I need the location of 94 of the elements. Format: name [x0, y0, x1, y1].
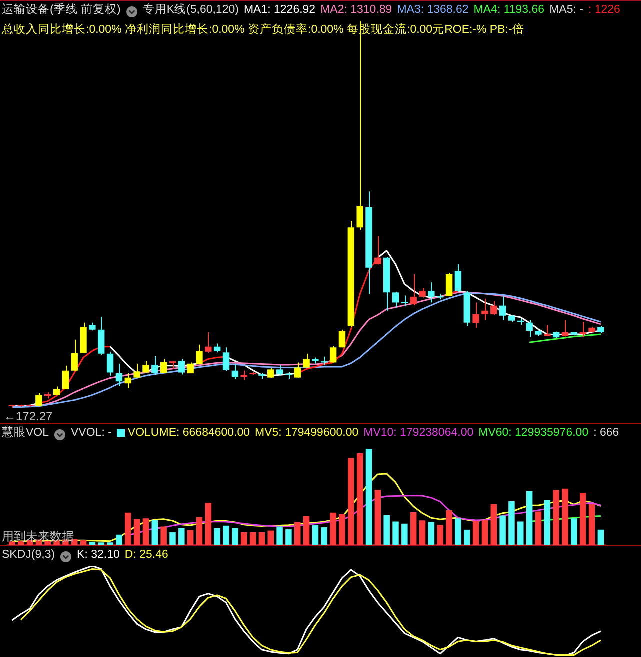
bar: [303, 516, 310, 545]
bar: [392, 522, 399, 545]
bar: [223, 526, 230, 545]
text: MV60: 129935976.00: [478, 426, 589, 441]
bar: [125, 512, 132, 545]
bar: [80, 540, 87, 545]
bar: [116, 534, 122, 545]
candlestick: [142, 361, 150, 374]
text: MV5: 179499600.00: [255, 426, 359, 441]
chart-title: 运输设备(季线 前复权): [2, 2, 121, 18]
bar: [294, 522, 301, 545]
chart-title: SKDJ(9,3): [2, 548, 56, 563]
text: MA3: 1368.62: [397, 3, 469, 18]
bar: [508, 502, 515, 545]
bar: [544, 500, 551, 545]
bar: [472, 521, 480, 545]
bar: [276, 526, 283, 545]
bar: [500, 516, 506, 545]
candlestick: [419, 288, 426, 298]
bar: [205, 503, 212, 545]
bar: [134, 519, 140, 545]
bar: [446, 510, 452, 545]
bar: [437, 525, 444, 545]
text: MV10: 179238064.00: [364, 426, 474, 441]
text: MA1: 1226.92: [244, 3, 316, 18]
bar: [384, 515, 390, 545]
chart-title: 慧眼VOL: [2, 426, 50, 441]
text: MA2: 1310.89: [320, 3, 392, 18]
series-label: D: 25.46: [124, 548, 168, 563]
bar: [321, 528, 328, 545]
candlestick: [598, 326, 604, 334]
bar: [89, 542, 96, 545]
chart-subtitle: VVOL: -: [71, 426, 112, 441]
candlestick: [196, 344, 203, 365]
bar: [330, 512, 336, 545]
bar: [598, 530, 604, 545]
candlestick: [303, 353, 310, 368]
bar: [187, 530, 194, 545]
bar: [339, 514, 346, 545]
candlestick: [544, 324, 551, 337]
bar: [366, 449, 372, 545]
bar: [571, 518, 578, 545]
bar: [402, 524, 408, 545]
text: : 1226: [588, 3, 620, 18]
candlestick: [535, 330, 542, 337]
bar: [526, 491, 533, 545]
bar: [562, 488, 568, 545]
series-label: K: 32.10: [77, 548, 120, 563]
bar: [258, 532, 266, 545]
bar: [170, 532, 176, 545]
bar: [232, 528, 238, 545]
bar: [374, 490, 382, 545]
candlestick: [134, 363, 140, 378]
bar: [356, 454, 364, 545]
annotation: ←172.27: [4, 409, 54, 424]
bar: [348, 458, 354, 545]
bar: [588, 504, 596, 545]
bar: [312, 526, 319, 545]
chart-subtitle: 专用K线(5,60,120): [142, 2, 239, 18]
bar: [535, 512, 542, 545]
bar: [240, 532, 248, 545]
candlestick: [482, 298, 488, 321]
candlestick: [366, 191, 372, 295]
bar: [286, 530, 292, 545]
text: MA4: 1193.66: [474, 3, 545, 18]
bar: [419, 520, 426, 545]
bar: [482, 520, 488, 545]
bar: [142, 518, 150, 545]
bar: [410, 512, 417, 545]
bar: [44, 540, 51, 545]
bar: [160, 526, 167, 545]
candlestick: [80, 322, 87, 354]
bar: [428, 522, 435, 545]
bar: [580, 492, 586, 545]
bar: [268, 530, 274, 545]
bar: [9, 542, 16, 545]
bar: [455, 518, 462, 545]
legend-label: VOLUME: 66684600.00: [128, 426, 250, 441]
candlestick: [89, 322, 96, 332]
bar: [152, 520, 158, 545]
bar: [250, 532, 256, 545]
bar: [196, 517, 203, 545]
candlestick: [428, 282, 435, 304]
candlestick: [312, 357, 319, 364]
candlestick: [36, 392, 42, 407]
candlestick: [250, 372, 256, 376]
bar: [518, 522, 524, 545]
bar: [464, 530, 470, 545]
bar: [553, 490, 560, 545]
bar: [490, 504, 498, 545]
text: : 666: [594, 426, 620, 441]
bar: [214, 528, 220, 545]
legend-label: MA5: -: [550, 3, 584, 18]
bar: [178, 528, 185, 545]
